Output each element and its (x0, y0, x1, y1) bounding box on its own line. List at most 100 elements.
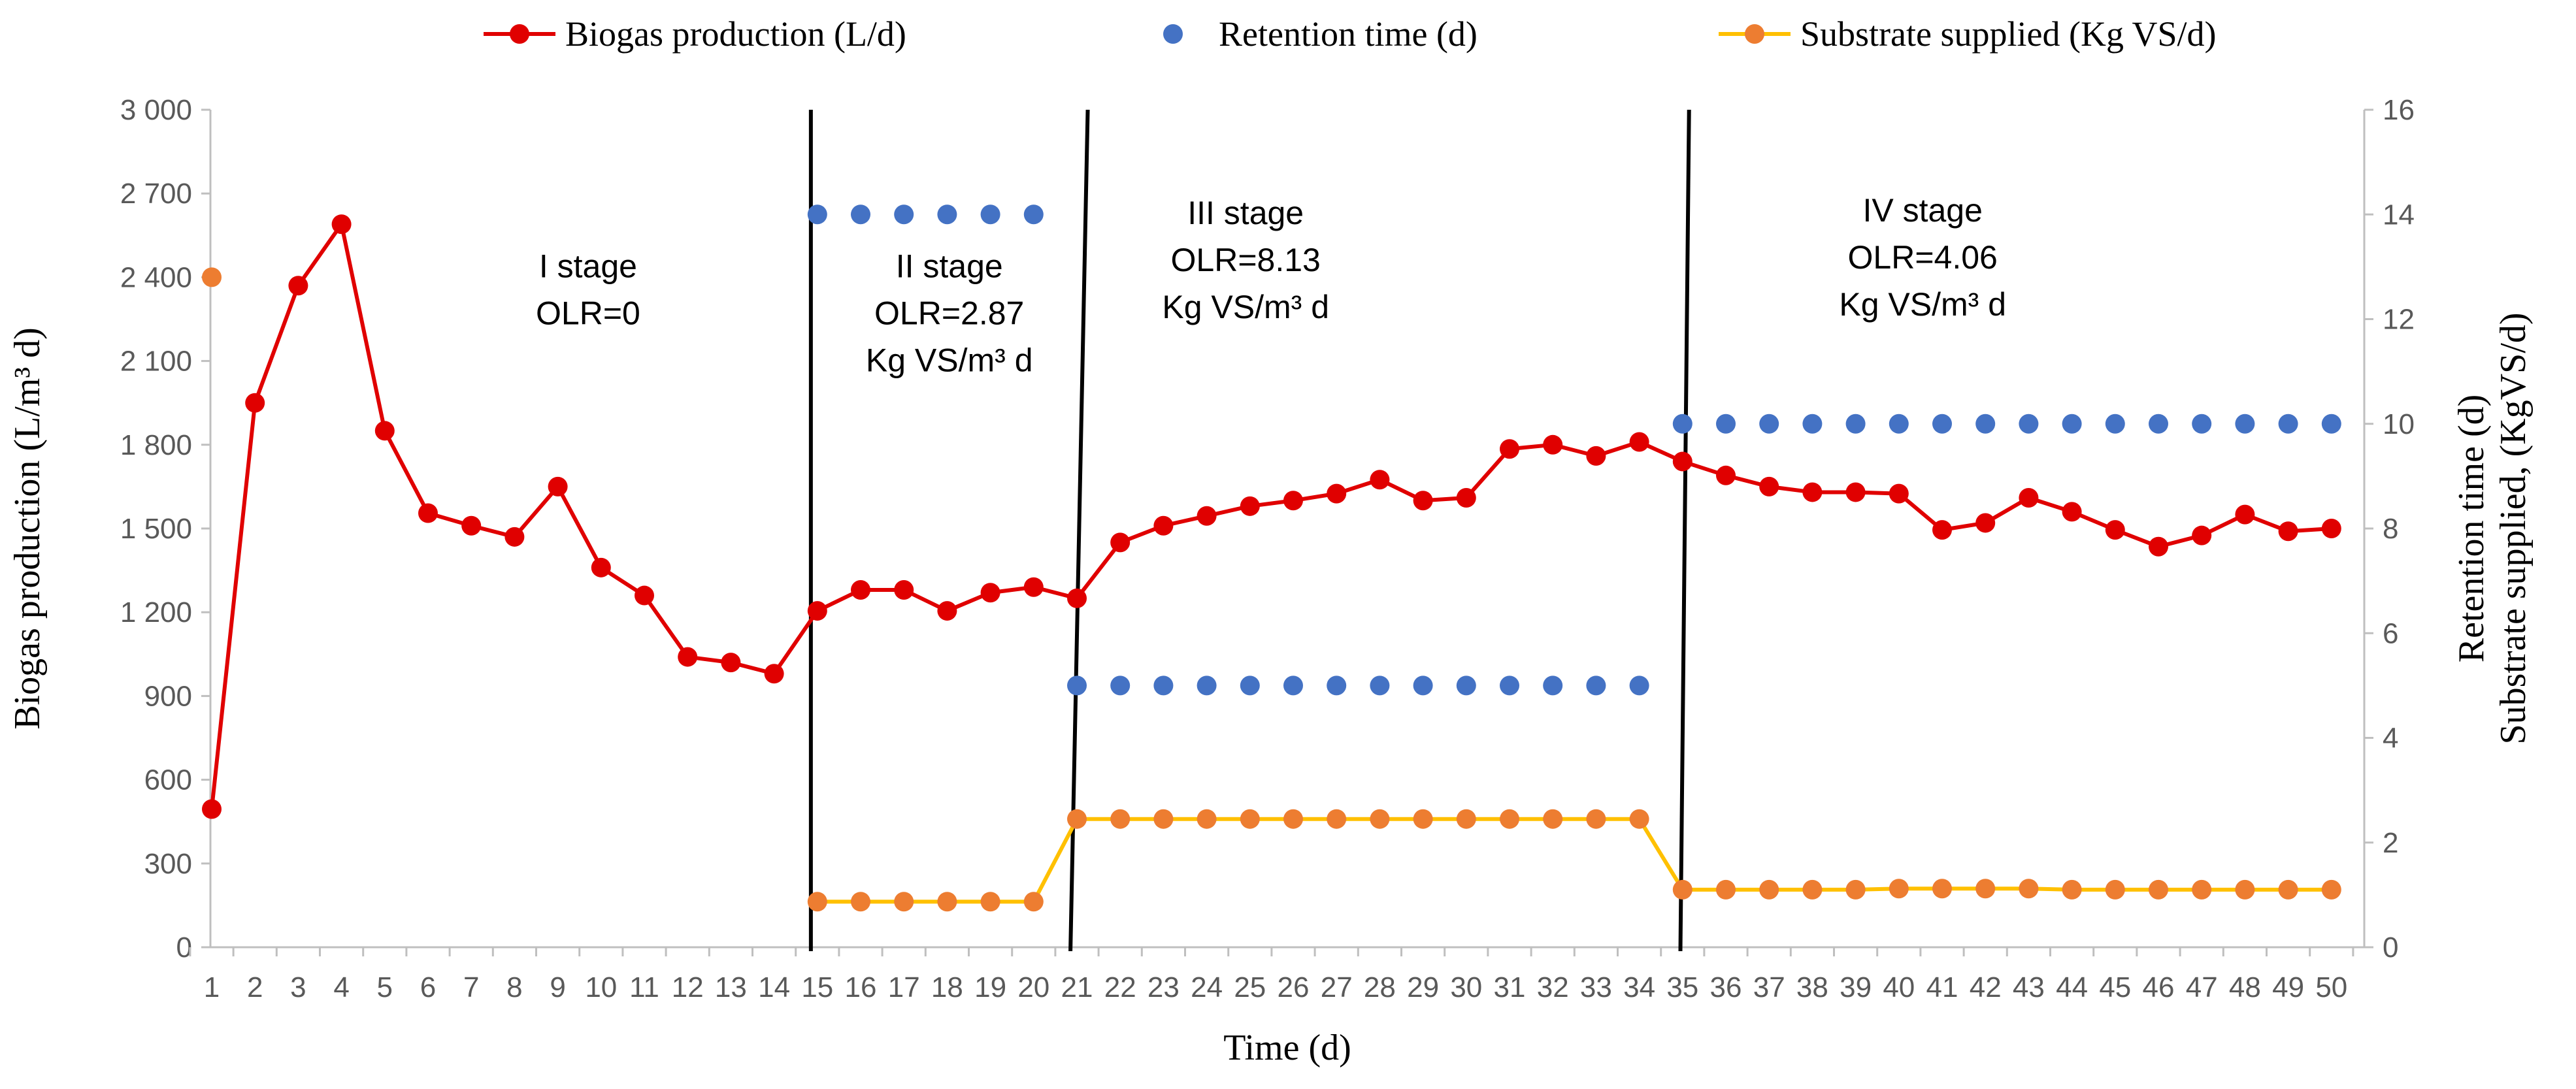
substrate-point (202, 267, 222, 287)
biogas-point (1067, 588, 1087, 608)
x-tick-label: 31 (1494, 971, 1526, 1003)
biogas-point (1975, 513, 1996, 533)
biogas-point (851, 580, 870, 600)
substrate-point (1327, 809, 1347, 829)
biogas-point (1932, 520, 1952, 540)
x-tick-label: 10 (585, 971, 617, 1003)
retention-point (1197, 675, 1217, 696)
x-tick-label: 6 (420, 971, 436, 1003)
substrate-line (817, 817, 2332, 904)
retention-point (2235, 414, 2255, 434)
x-tick-label: 5 (377, 971, 393, 1003)
biogas-point (1802, 482, 1823, 502)
grid-and-axes: 0 300 600 900 1 200 1 500 1 800 2 100 2 400 2 700… (120, 94, 2415, 1003)
retention-point (1975, 414, 1996, 434)
x-tick-label: 30 (1450, 971, 1482, 1003)
substrate-point (1889, 879, 1909, 899)
substrate-point (807, 892, 827, 912)
x-tick-label: 24 (1191, 971, 1223, 1003)
y-left-tick-label: 900 (144, 680, 192, 712)
x-tick-label: 32 (1537, 971, 1569, 1003)
x-tick-label: 42 (1970, 971, 2002, 1003)
biogas-point (374, 421, 395, 441)
retention-point (807, 204, 827, 225)
substrate-point (1110, 809, 1131, 829)
x-tick-label: 21 (1061, 971, 1093, 1003)
x-tick-label: 14 (758, 971, 790, 1003)
biogas-point (1586, 446, 1606, 466)
x-tick-label: 7 (463, 971, 479, 1003)
substrate-point (980, 892, 1000, 912)
y-right-axis-title: Retention time (d) (2451, 395, 2492, 663)
biogas-point (1716, 465, 1736, 485)
legend-label: Substrate supplied (Kg VS/d) (1800, 14, 2216, 54)
retention-point (1500, 675, 1519, 696)
x-tick-label: 46 (2143, 971, 2175, 1003)
biogas-point (1889, 483, 1909, 504)
legend: Biogas production (L/d) Retention time (d… (484, 14, 2216, 54)
biogas-point (1110, 532, 1131, 553)
y-left-tick-label: 3 000 (120, 94, 192, 126)
retention-point (1759, 414, 1779, 434)
biogas-point (721, 653, 741, 673)
biogas-point (2278, 521, 2298, 542)
y-left-tick-label: 1 800 (120, 429, 192, 461)
x-tick-label: 26 (1278, 971, 1310, 1003)
biogas-point (980, 583, 1000, 603)
retention-point (2062, 414, 2082, 434)
retention-point (1932, 414, 1952, 434)
y-left-tick-label: 1 200 (120, 596, 192, 628)
x-tick-label: 13 (715, 971, 747, 1003)
biogas-point (2235, 504, 2255, 525)
biogas-point (1327, 483, 1347, 504)
substrate-point (1023, 892, 1044, 912)
y-left-tick-label: 600 (144, 764, 192, 796)
x-tick-label: 4 (333, 971, 349, 1003)
x-tick-label: 34 (1623, 971, 1655, 1003)
substrate-point (1932, 879, 1952, 899)
retention-point (1153, 675, 1174, 696)
biogas-point (245, 393, 265, 413)
stage-annotation-line: Kg VS/m³ d (866, 342, 1033, 378)
retention-point (980, 204, 1000, 225)
biogas-point (2105, 520, 2125, 540)
x-tick-label: 49 (2272, 971, 2304, 1003)
biogas-point (591, 557, 611, 577)
y-left-tick-label: 1 500 (120, 513, 192, 545)
substrate-point (1543, 809, 1563, 829)
x-tick-label: 28 (1364, 971, 1396, 1003)
retention-point (1672, 414, 1693, 434)
biogas-point (1283, 491, 1303, 511)
substrate-point (1586, 809, 1606, 829)
x-tick-label: 2 (247, 971, 263, 1003)
y-left-axis-title: Biogas production (L/m³ d) (7, 327, 48, 730)
legend-marker (1163, 24, 1183, 44)
retention-point (1067, 675, 1087, 696)
stage-annotation-line: Kg VS/m³ d (1162, 289, 1329, 325)
x-tick-label: 48 (2229, 971, 2261, 1003)
x-tick-label: 1 (204, 971, 220, 1003)
x-tick-label: 23 (1148, 971, 1180, 1003)
stage-annotation: IV stage OLR=4.06 Kg VS/m³ d (1839, 192, 2006, 323)
legend-item: Retention time (d) (1163, 14, 1478, 54)
biogas-point (288, 276, 308, 296)
retention-point (1370, 675, 1390, 696)
retention-point (1629, 675, 1649, 696)
substrate-point (1672, 879, 1693, 900)
x-tick-label: 25 (1234, 971, 1266, 1003)
legend-marker (510, 24, 529, 44)
substrate-point (1629, 809, 1649, 829)
biogas-point (548, 476, 568, 496)
biogas-point (418, 503, 438, 523)
x-tick-label: 44 (2056, 971, 2088, 1003)
biogas-point (635, 585, 654, 606)
x-tick-label: 45 (2099, 971, 2131, 1003)
substrate-point (1370, 809, 1390, 829)
x-tick-label: 43 (2013, 971, 2045, 1003)
retention-point (1586, 675, 1606, 696)
stage-annotation: III stage OLR=8.13 Kg VS/m³ d (1162, 195, 1329, 325)
biogas-point (1629, 432, 1649, 452)
x-tick-label: 8 (506, 971, 522, 1003)
